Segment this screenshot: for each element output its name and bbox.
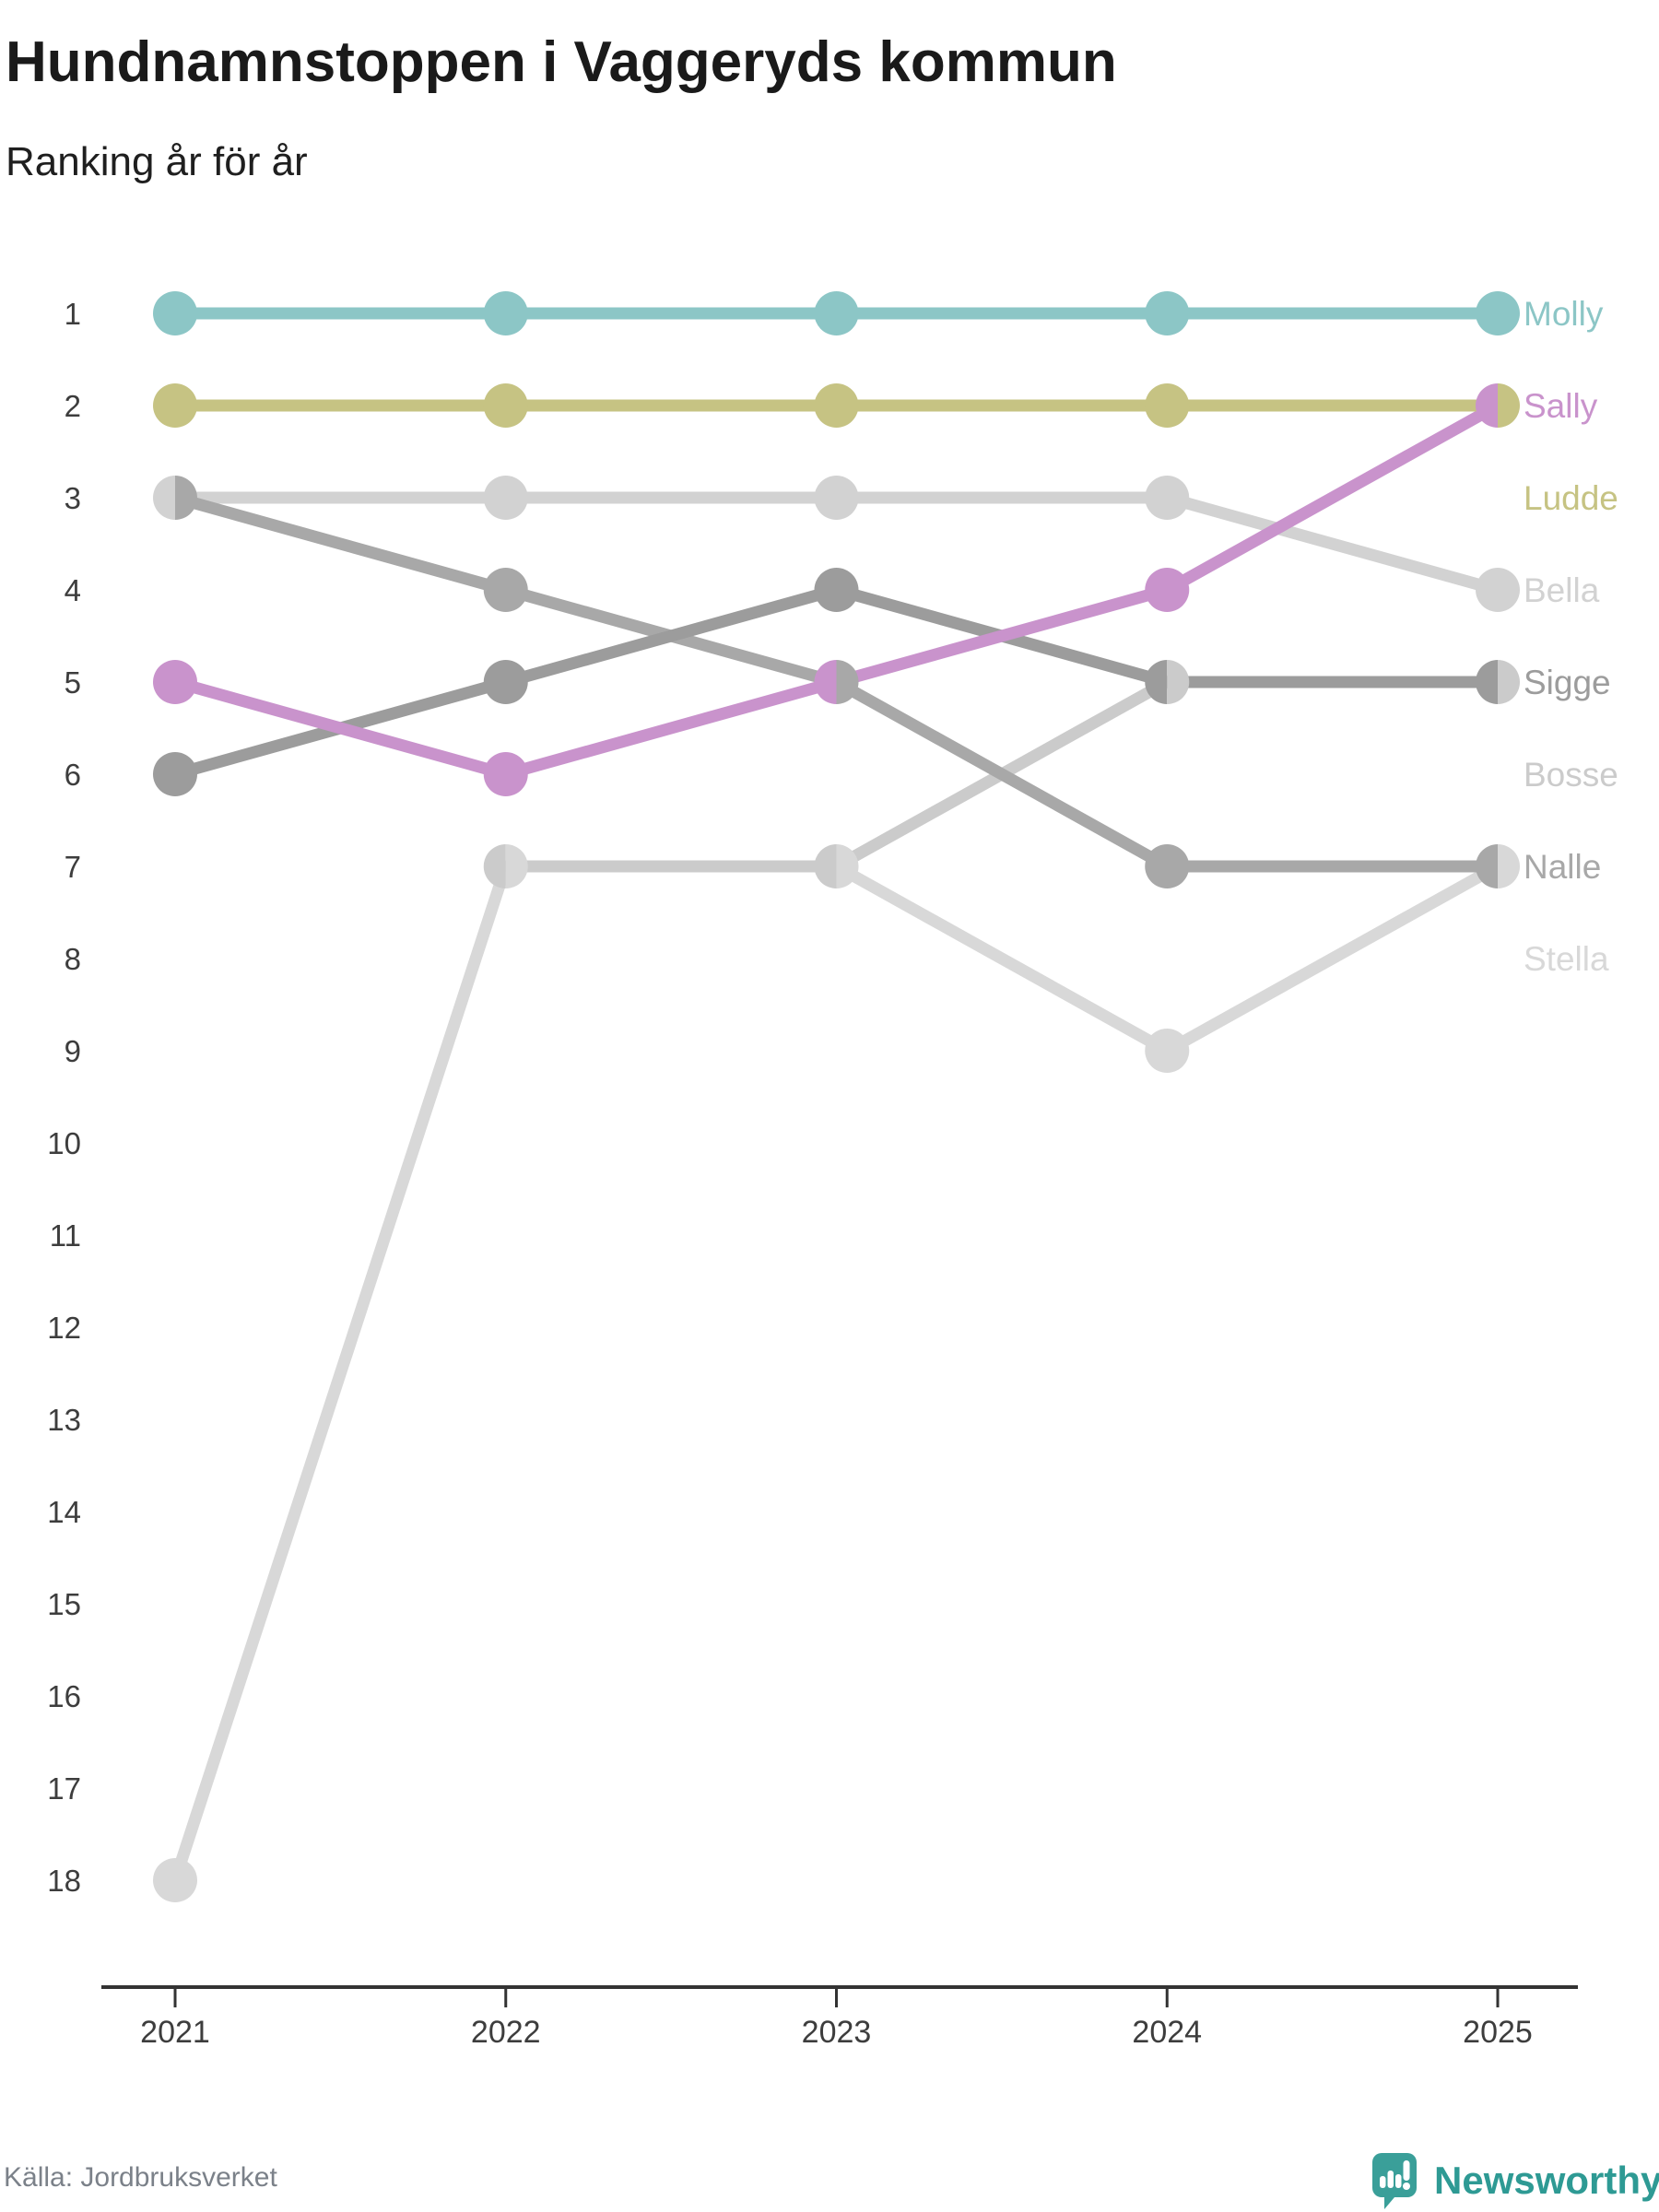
data-point-ludde <box>814 383 859 428</box>
data-point-half-nalle <box>175 476 197 520</box>
data-point-ludde <box>153 383 197 428</box>
year-tick-label: 2022 <box>471 2015 541 2050</box>
rank-tick-label: 6 <box>65 758 81 792</box>
rank-tick-label: 17 <box>47 1771 81 1806</box>
data-point-half-bosse <box>1498 660 1520 704</box>
series-label-sally: Sally <box>1524 387 1598 425</box>
rank-tick-label: 4 <box>65 573 81 607</box>
data-point-half-sigge <box>1476 660 1498 704</box>
data-point-sally <box>1145 568 1190 612</box>
rank-tick-label: 9 <box>65 1034 81 1068</box>
data-point-sigge <box>153 752 197 796</box>
data-point-half-sally <box>1476 383 1498 428</box>
data-point-half-nalle <box>836 660 859 704</box>
data-point-half-ludde <box>1498 383 1520 428</box>
data-points <box>153 291 1520 1902</box>
rank-tick-label: 5 <box>65 665 81 700</box>
data-point-half-stella <box>505 844 528 888</box>
data-point-ludde <box>483 383 528 428</box>
source-note: Källa: Jordbruksverket <box>4 2162 277 2193</box>
data-point-bella <box>483 476 528 520</box>
page-subtitle: Ranking år för år <box>6 139 308 184</box>
year-tick-label: 2024 <box>1132 2015 1202 2050</box>
newsworthy-logo-icon <box>1372 2153 1417 2209</box>
page-title: Hundnamnstoppen i Vaggeryds kommun <box>6 30 1117 94</box>
data-point-half-stella <box>1498 844 1520 888</box>
data-point-half-sigge <box>1145 660 1168 704</box>
footer: Källa: Jordbruksverket Newsworthy <box>4 2153 1659 2209</box>
data-point-bella <box>1145 476 1190 520</box>
data-point-molly <box>1145 291 1190 335</box>
year-tick-label: 2025 <box>1463 2015 1533 2050</box>
data-point-molly <box>153 291 197 335</box>
rank-tick-label: 13 <box>47 1403 81 1437</box>
data-point-stella <box>153 1858 197 1902</box>
year-axis: 2021 2022 2023 2024 2025 <box>101 1985 1578 2050</box>
data-point-ludde <box>1145 383 1190 428</box>
rank-tick-label: 8 <box>65 942 81 976</box>
data-point-molly <box>483 291 528 335</box>
series-label-stella: Stella <box>1524 940 1609 978</box>
series-line-stella <box>169 860 1501 1883</box>
data-point-nalle <box>483 568 528 612</box>
year-tick-label: 2023 <box>802 2015 872 2050</box>
data-point-nalle <box>1145 844 1190 888</box>
rank-tick-label: 11 <box>50 1218 81 1253</box>
rank-tick-label: 7 <box>65 850 81 884</box>
data-point-molly <box>814 291 859 335</box>
data-point-sally <box>153 660 197 704</box>
data-point-half-nalle <box>1476 844 1498 888</box>
data-point-bella <box>1476 568 1520 612</box>
rank-tick-label: 16 <box>47 1679 81 1713</box>
rank-tick-label: 18 <box>47 1864 81 1898</box>
data-point-sally <box>483 752 528 796</box>
rank-tick-label: 14 <box>47 1495 81 1529</box>
data-point-half-stella <box>836 844 859 888</box>
series-label-bella: Bella <box>1524 571 1600 609</box>
data-point-half-bosse <box>1167 660 1190 704</box>
data-point-stella <box>1145 1029 1190 1073</box>
series-lines <box>169 307 1501 1883</box>
series-label-sigge: Sigge <box>1524 664 1611 701</box>
series-label-bosse: Bosse <box>1524 756 1618 794</box>
data-point-half-bella <box>153 476 175 520</box>
rank-tick-label: 15 <box>47 1587 81 1621</box>
data-point-bella <box>814 476 859 520</box>
data-point-molly <box>1476 291 1520 335</box>
data-point-half-bosse <box>483 844 506 888</box>
series-label-molly: Molly <box>1524 295 1604 333</box>
series-label-nalle: Nalle <box>1524 848 1601 886</box>
data-point-sigge <box>814 568 859 612</box>
brand-name: Newsworthy <box>1434 2159 1659 2202</box>
rank-tick-label: 2 <box>65 389 81 423</box>
rank-tick-label: 12 <box>47 1311 81 1345</box>
data-point-sigge <box>483 660 528 704</box>
series-name-labels: Stella Bella Bosse Nalle Sigge Sally Ludde Moll… <box>1520 291 1623 982</box>
year-tick-label: 2021 <box>140 2015 210 2050</box>
series-label-ludde: Ludde <box>1524 479 1618 517</box>
data-point-half-bosse <box>814 844 837 888</box>
rank-tick-label: 1 <box>65 297 81 331</box>
rank-tick-label: 10 <box>47 1126 81 1160</box>
data-point-half-sally <box>814 660 837 704</box>
rank-tick-label: 3 <box>65 481 81 515</box>
